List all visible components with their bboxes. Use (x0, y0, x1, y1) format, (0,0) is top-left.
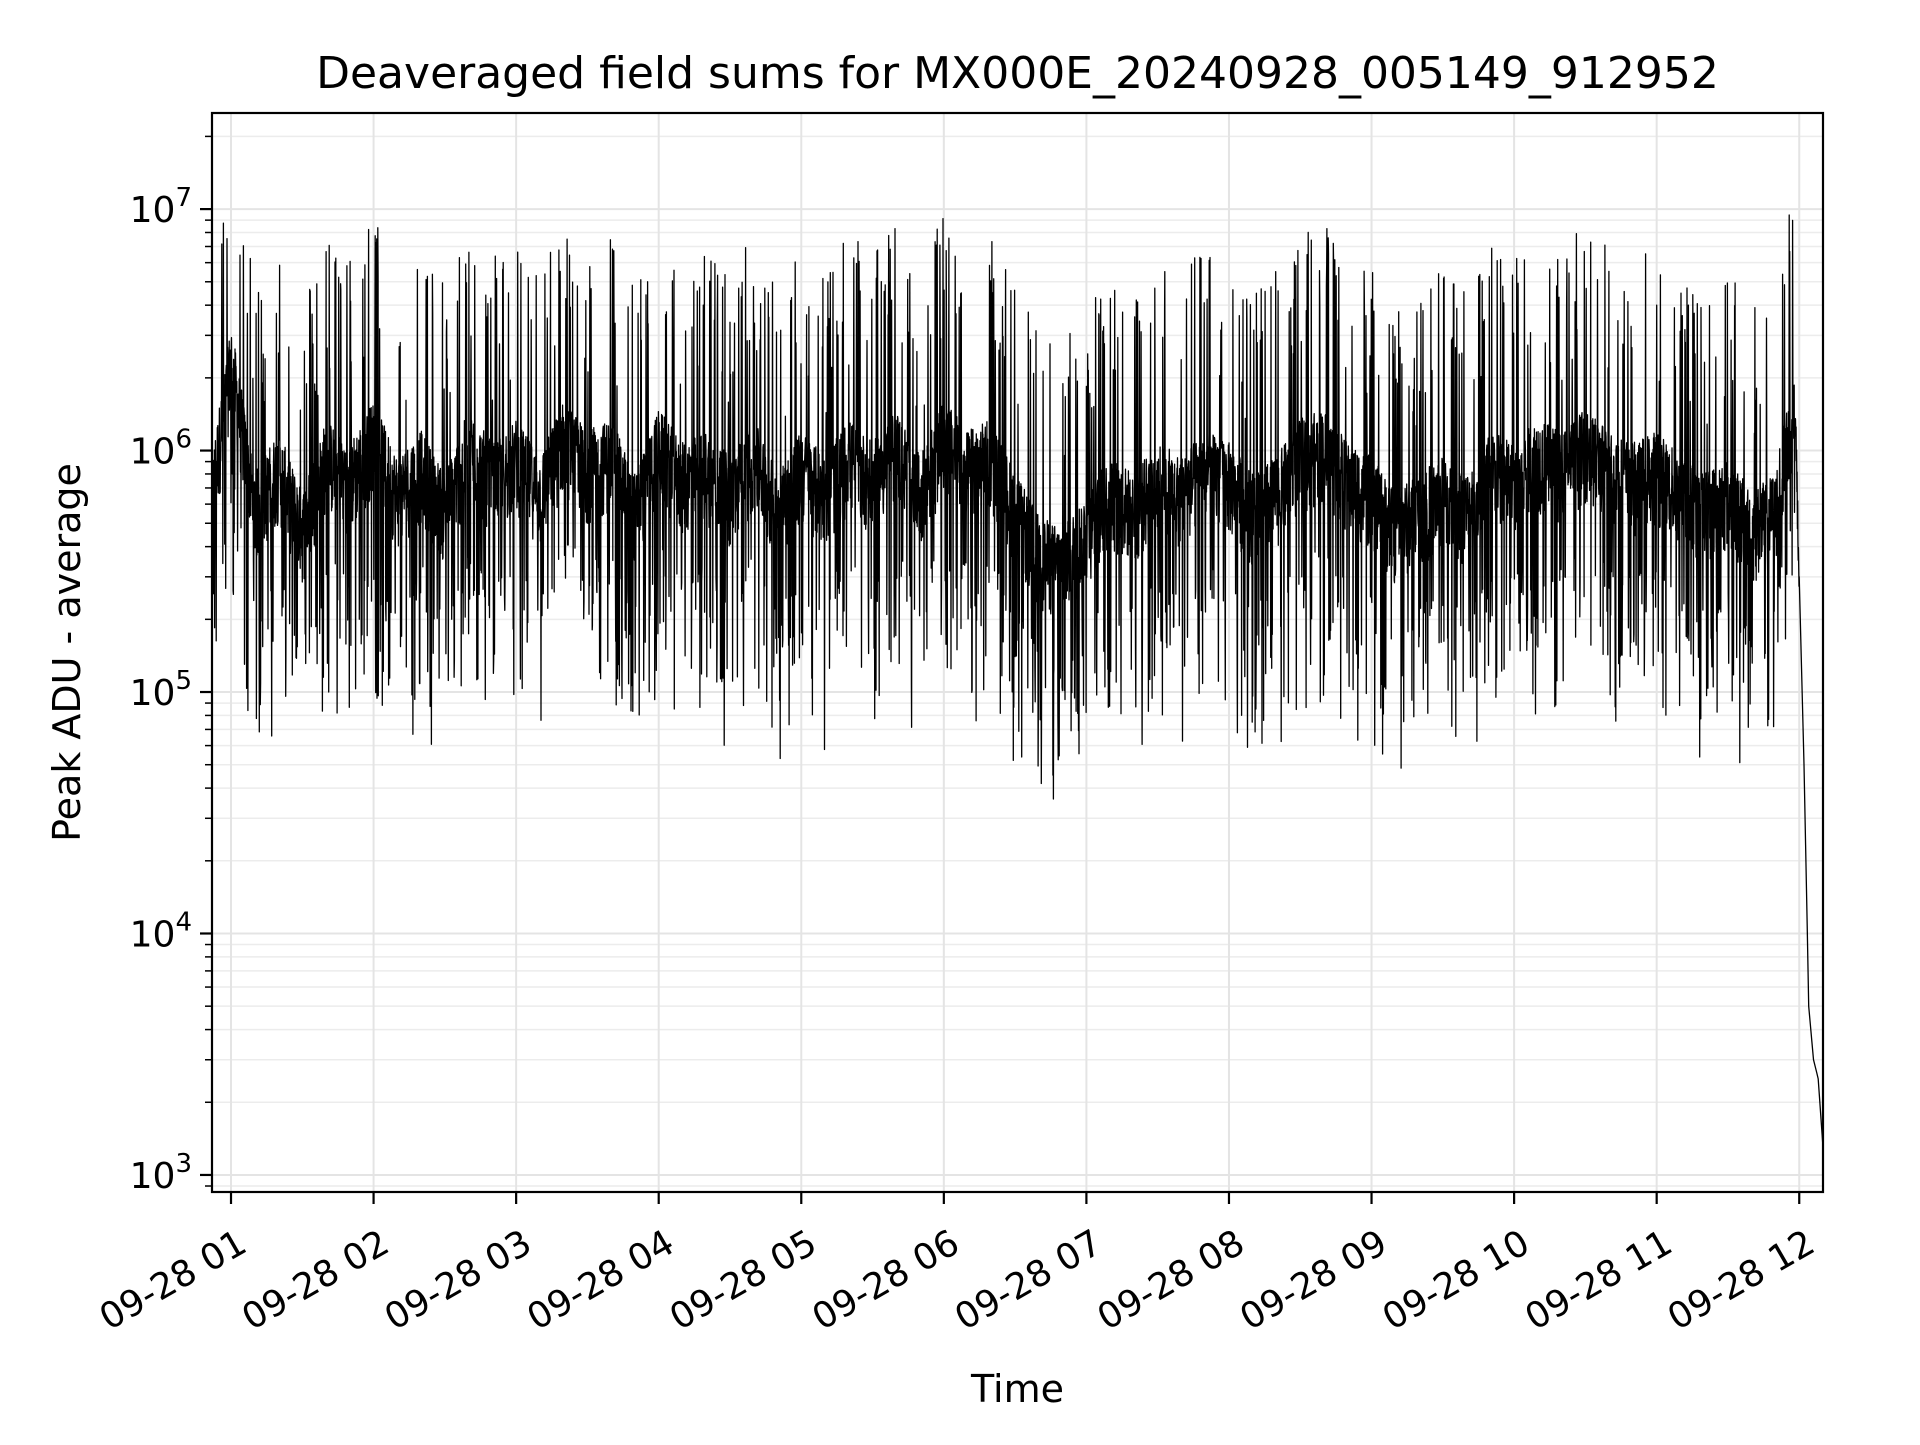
x-tick-label: 09-28 07 (948, 1222, 1109, 1338)
x-tick-label: 09-28 02 (235, 1222, 396, 1338)
y-axis: 103 104 105 106 107 (130, 135, 212, 1197)
y-tick-label: 106 (130, 425, 192, 473)
x-tick-label: 09-28 12 (1661, 1222, 1822, 1338)
x-tick-label: 09-28 11 (1518, 1222, 1679, 1338)
y-tick-label: 105 (130, 666, 192, 714)
x-tick-label: 09-28 05 (663, 1222, 824, 1338)
series-line-0 (211, 214, 1824, 1148)
x-tick-label: 09-28 01 (93, 1222, 254, 1338)
y-tick-label: 104 (130, 907, 192, 955)
y-tick-label: 103 (130, 1149, 192, 1197)
plot-frame (210, 111, 1825, 1194)
x-tick-label: 09-28 10 (1376, 1222, 1537, 1338)
y-tick-label: 107 (130, 183, 192, 231)
x-tick-label: 09-28 08 (1091, 1222, 1252, 1338)
series-layer (211, 214, 1824, 1148)
x-axis-label: Time (970, 1367, 1064, 1411)
y-axis-label: Peak ADU - average (45, 463, 89, 842)
x-tick-label: 09-28 06 (806, 1222, 967, 1338)
x-tick-label: 09-28 04 (521, 1222, 682, 1338)
x-tick-label: 09-28 09 (1233, 1222, 1394, 1338)
x-tick-label: 09-28 03 (378, 1222, 539, 1338)
chart-title: Deaveraged field sums for MX000E_2024092… (316, 48, 1719, 99)
